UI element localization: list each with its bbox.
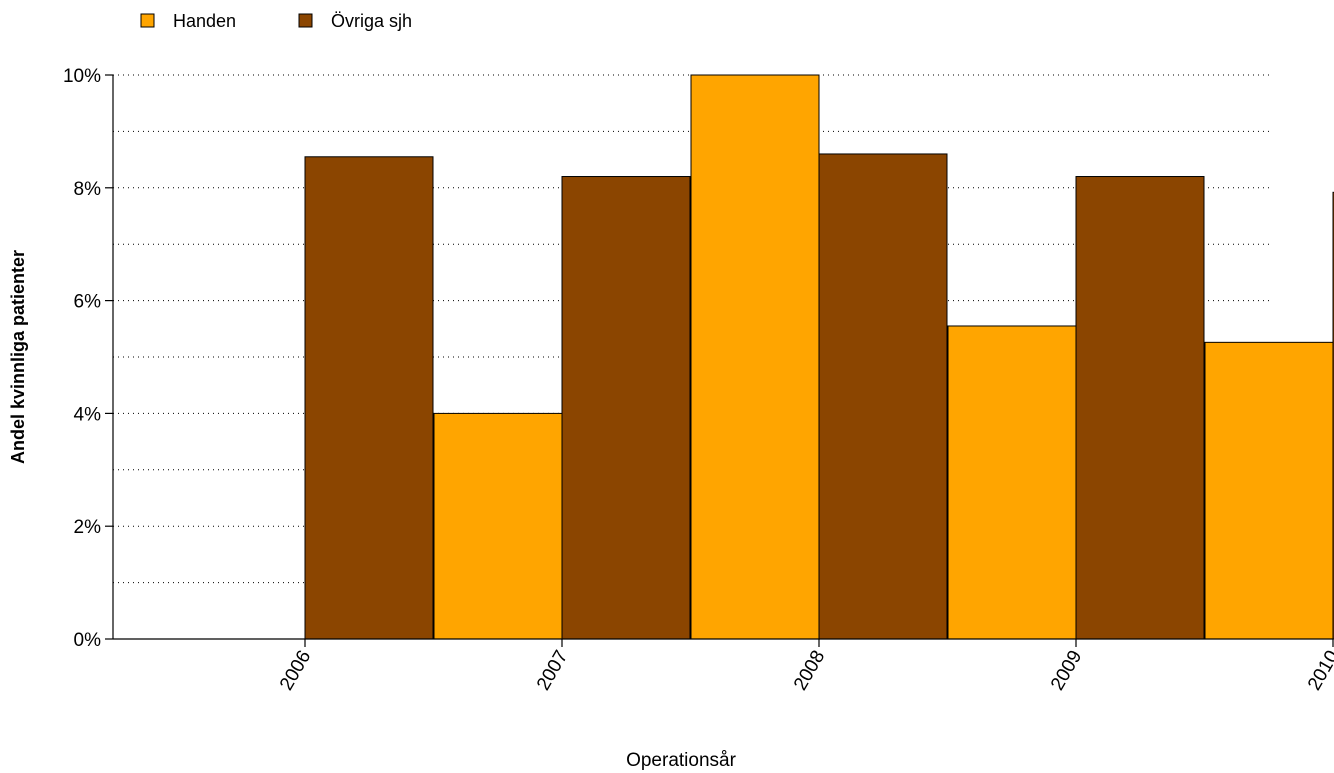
bar-ovriga-2006 xyxy=(304,156,434,640)
axes xyxy=(112,75,1333,640)
y-tick-label: 10% xyxy=(63,66,101,87)
bar-handen-2009 xyxy=(947,325,1077,640)
y-axis-label: Andel kvinnliga patienter xyxy=(8,250,28,464)
bar-handen-2007 xyxy=(433,412,563,640)
legend-label: Handen xyxy=(173,11,236,31)
bars xyxy=(304,74,1334,640)
legend-swatch xyxy=(298,13,313,28)
x-tick-label: 2008 xyxy=(790,647,829,694)
legend-label: Övriga sjh xyxy=(331,11,412,31)
bar-ovriga-2008 xyxy=(818,153,948,640)
bar-ovriga-2009 xyxy=(1075,176,1205,640)
x-tick-label: 2006 xyxy=(276,647,315,694)
x-ticks: 2006 2007 2008 2009 2010 xyxy=(276,639,1334,694)
y-tick-label: 6% xyxy=(74,292,102,313)
x-axis-label: Operationsår xyxy=(626,750,737,771)
y-ticks: 0% 2% 4% 6% 8% 10% xyxy=(63,66,113,651)
x-tick-label: 2007 xyxy=(533,647,572,694)
legend-swatch xyxy=(140,13,155,28)
y-tick-label: 0% xyxy=(74,630,102,651)
legend: Handen Övriga sjh xyxy=(140,11,412,31)
bar-handen-2010 xyxy=(1204,341,1334,640)
y-tick-label: 4% xyxy=(74,404,102,425)
bar-ovriga-2007 xyxy=(561,176,691,640)
x-tick-label: 2010 xyxy=(1304,647,1334,694)
bar-handen-2008 xyxy=(690,74,820,640)
y-tick-label: 8% xyxy=(74,179,102,200)
y-tick-label: 2% xyxy=(74,517,102,538)
x-tick-label: 2009 xyxy=(1047,647,1086,694)
